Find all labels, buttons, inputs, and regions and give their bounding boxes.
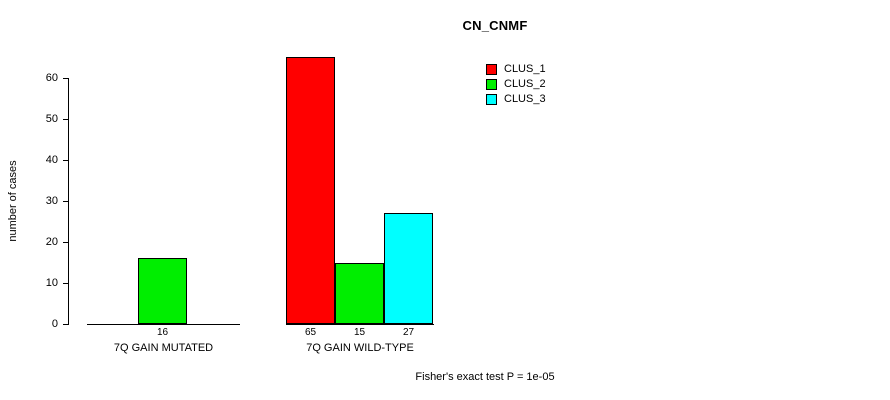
- y-axis-tick-mark: [63, 78, 68, 79]
- y-axis-tick-label: 10: [45, 277, 58, 289]
- y-axis-tick-mark: [63, 283, 68, 284]
- bar-clus_1[interactable]: [286, 57, 335, 324]
- bar-value-label: 15: [353, 327, 366, 338]
- y-axis-title: number of cases: [7, 160, 19, 242]
- legend-label: CLUS_2: [504, 78, 546, 90]
- legend-label: CLUS_3: [504, 93, 546, 105]
- footer-annotation: Fisher's exact test P = 1e-05: [415, 371, 555, 383]
- y-axis-tick-mark: [63, 201, 68, 202]
- y-axis-tick-label: 30: [45, 195, 58, 207]
- legend-label: CLUS_1: [504, 63, 546, 75]
- group-axis-label: 7Q GAIN WILD-TYPE: [306, 342, 414, 354]
- y-axis-tick-label: 60: [45, 72, 58, 84]
- y-axis-tick-label: 20: [45, 236, 58, 248]
- legend-item[interactable]: CLUS_3: [486, 92, 546, 107]
- y-axis-tick-mark: [63, 160, 68, 161]
- legend-item[interactable]: CLUS_2: [486, 77, 546, 92]
- legend-swatch-icon: [486, 94, 497, 105]
- bar-clus_3[interactable]: [384, 213, 433, 324]
- group-baseline: [87, 324, 240, 325]
- y-axis-tick-mark: [63, 242, 68, 243]
- group-axis-label: 7Q GAIN MUTATED: [113, 342, 214, 354]
- bar-clus_2[interactable]: [335, 263, 384, 324]
- bar-clus_2[interactable]: [138, 258, 187, 324]
- y-axis-tick-mark: [63, 119, 68, 120]
- y-axis-tick-mark: [63, 324, 68, 325]
- bar-value-label: 16: [156, 327, 169, 338]
- y-axis-tick-label: 0: [51, 318, 58, 330]
- chart-title: CN_CNMF: [462, 18, 528, 33]
- legend-item[interactable]: CLUS_1: [486, 62, 546, 77]
- legend: CLUS_1 CLUS_2 CLUS_3: [486, 62, 546, 107]
- group-baseline: [286, 324, 434, 325]
- legend-swatch-icon: [486, 79, 497, 90]
- y-axis-line: [68, 78, 69, 325]
- legend-swatch-icon: [486, 64, 497, 75]
- bar-value-label: 65: [304, 327, 317, 338]
- y-axis-tick-label: 50: [45, 113, 58, 125]
- bar-value-label: 27: [402, 327, 415, 338]
- y-axis-tick-label: 40: [45, 154, 58, 166]
